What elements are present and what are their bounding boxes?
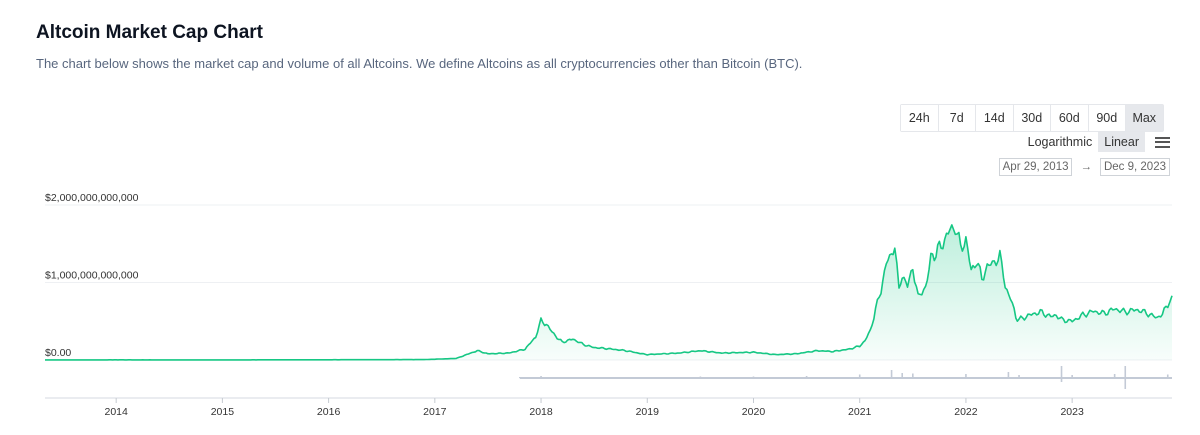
volume-bar: [1166, 374, 1169, 378]
x-tick-label: 2019: [636, 406, 660, 418]
x-tick-label: 2017: [423, 406, 447, 418]
range-30d-button[interactable]: 30d: [1013, 105, 1051, 131]
volume-bar: [1113, 374, 1116, 378]
x-tick-label: 2018: [529, 406, 553, 418]
date-range: Apr 29, 2013 → Dec 9, 2023: [998, 158, 1170, 176]
x-tick-label: 2021: [848, 406, 872, 418]
arrow-right-icon: →: [1080, 161, 1092, 173]
volume-bar: [593, 377, 595, 378]
time-range-selector: 24h 7d 14d 30d 60d 90d Max: [900, 104, 1164, 132]
volume-bar: [1124, 366, 1127, 389]
x-tick-label: 2020: [742, 406, 766, 418]
volume-bar: [752, 376, 755, 378]
volume-bar: [912, 373, 914, 378]
volume-bar: [540, 376, 542, 378]
x-tick-label: 2016: [317, 406, 341, 418]
volume-bar: [1060, 366, 1063, 382]
range-24h-button[interactable]: 24h: [901, 105, 939, 131]
volume-bar: [901, 373, 903, 378]
page-title: Altcoin Market Cap Chart: [36, 22, 263, 43]
volume-bar: [805, 376, 808, 378]
volume-bar: [699, 376, 702, 378]
range-max-button[interactable]: Max: [1126, 105, 1163, 131]
y-tick-label: $0.00: [45, 347, 71, 359]
range-90d-button[interactable]: 90d: [1088, 105, 1126, 131]
range-60d-button[interactable]: 60d: [1051, 105, 1089, 131]
volume-bar: [1071, 375, 1073, 378]
range-7d-button[interactable]: 7d: [938, 105, 976, 131]
volume-bar: [1007, 372, 1010, 378]
x-tick-label: 2015: [211, 406, 235, 418]
volume-bar: [1018, 375, 1020, 378]
volume-bar: [519, 377, 521, 378]
scale-selector: Logarithmic Linear: [1022, 132, 1170, 152]
volume-bar: [646, 377, 649, 378]
range-14d-button[interactable]: 14d: [976, 105, 1014, 131]
x-tick-label: 2022: [954, 406, 978, 418]
y-tick-label: $2,000,000,000,000: [45, 192, 139, 204]
y-tick-label: $1,000,000,000,000: [45, 270, 139, 282]
scale-logarithmic-button[interactable]: Logarithmic: [1027, 135, 1093, 149]
x-tick-label: 2014: [104, 406, 128, 418]
scale-linear-button[interactable]: Linear: [1098, 132, 1145, 152]
date-to-input[interactable]: Dec 9, 2023: [1099, 158, 1170, 176]
volume-bar: [890, 370, 893, 378]
market-cap-line: [45, 224, 1173, 361]
page-subtitle: The chart below shows the market cap and…: [36, 56, 803, 71]
date-from-input[interactable]: Apr 29, 2013: [998, 158, 1073, 176]
volume-bar: [858, 374, 861, 378]
market-cap-area: [45, 224, 1172, 360]
volume-bar: [965, 374, 967, 378]
x-tick-label: 2023: [1060, 406, 1084, 418]
hamburger-menu-icon[interactable]: [1155, 136, 1170, 148]
